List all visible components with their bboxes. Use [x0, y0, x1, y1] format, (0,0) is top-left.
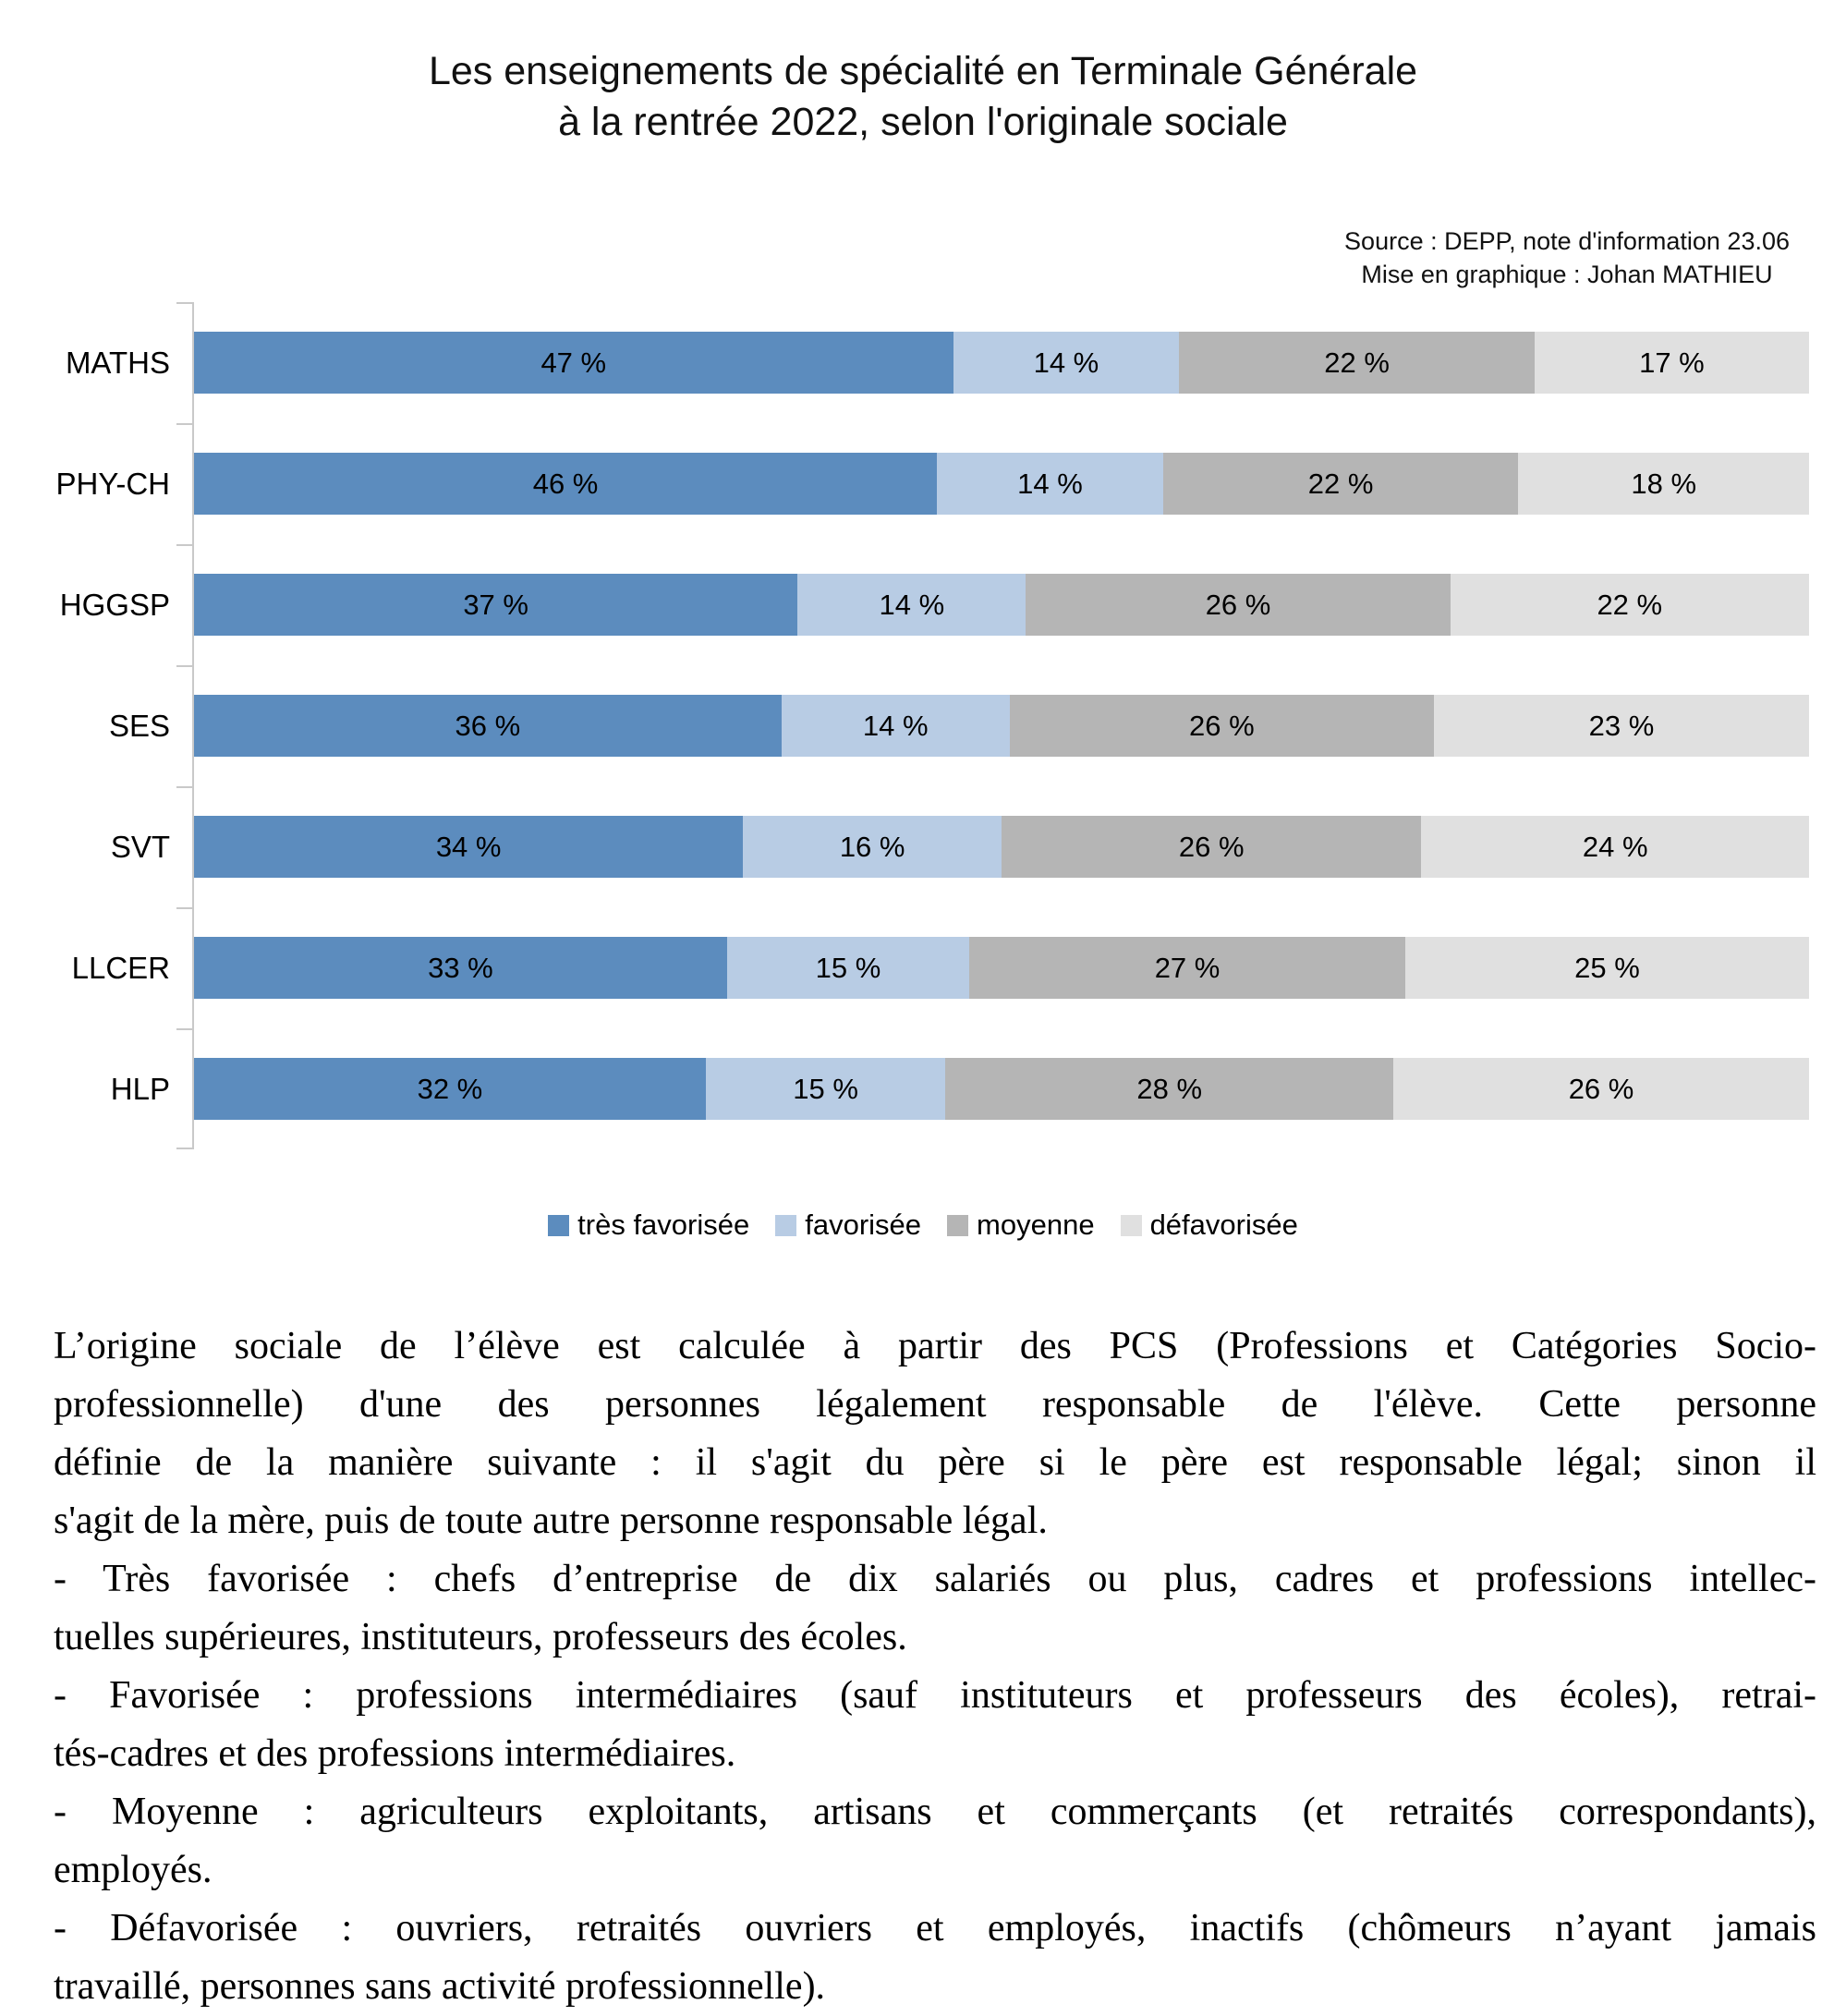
source-note: Source : DEPP, note d'information 23.06 …: [1344, 225, 1790, 291]
bar-row: MATHS 47 % 14 % 22 % 17 %: [66, 302, 1809, 423]
bar-track: 46 % 14 % 22 % 18 %: [194, 453, 1809, 515]
axis-tick: [176, 1148, 192, 1149]
bar-track: 37 % 14 % 26 % 22 %: [194, 574, 1809, 636]
bar-segment-défavorisée: 25 %: [1405, 937, 1809, 999]
bar-segment-défavorisée: 17 %: [1534, 332, 1809, 394]
bar-segment-très-favorisée: 47 %: [194, 332, 953, 394]
bar-segment-défavorisée: 23 %: [1433, 695, 1809, 757]
axis-tick: [176, 1028, 192, 1030]
legend-swatch-icon: [947, 1214, 969, 1236]
bar-segment-moyenne: 22 %: [1162, 453, 1519, 515]
bar-segment-favorisée: 14 %: [953, 332, 1180, 394]
note-line: L’origine sociale de l’élève est calculé…: [54, 1325, 1816, 1367]
note-line: - Moyenne : agriculteurs exploitants, ar…: [54, 1791, 1816, 1833]
bar-segment-défavorisée: 18 %: [1518, 453, 1809, 515]
bar-segment-moyenne: 22 %: [1179, 332, 1535, 394]
bar-segment-défavorisée: 26 %: [1393, 1058, 1810, 1120]
bar-row: PHY-CH 46 % 14 % 22 % 18 %: [56, 423, 1809, 544]
bar-segment-favorisée: 16 %: [743, 816, 1002, 878]
bar-track: 33 % 15 % 27 % 25 %: [194, 937, 1809, 999]
legend-label: moyenne: [977, 1208, 1095, 1241]
axis-tick: [176, 786, 192, 788]
bar-segment-défavorisée: 22 %: [1450, 574, 1809, 636]
bar-track: 32 % 15 % 28 % 26 %: [194, 1058, 1810, 1120]
bar-segment-très-favorisée: 36 %: [194, 695, 782, 757]
bar-row: HLP 32 % 15 % 28 % 26 %: [111, 1028, 1810, 1149]
legend-item: très favorisée: [548, 1208, 749, 1242]
bar-segment-moyenne: 28 %: [945, 1058, 1394, 1120]
page-title-line2: à la rentrée 2022, selon l'originale soc…: [558, 100, 1288, 144]
bar-segment-favorisée: 15 %: [705, 1058, 946, 1120]
legend-label: très favorisée: [577, 1208, 750, 1241]
legend-swatch-icon: [548, 1214, 570, 1236]
bar-segment-très-favorisée: 37 %: [194, 574, 798, 636]
bar-segment-moyenne: 27 %: [969, 937, 1405, 999]
y-axis-line: [192, 302, 194, 1149]
axis-tick: [176, 302, 192, 304]
bar-segment-moyenne: 26 %: [1009, 695, 1434, 757]
source-note-line1: Source : DEPP, note d'information 23.06: [1344, 227, 1790, 255]
legend-item: favorisée: [775, 1208, 921, 1242]
note-line: tés-cadres et des professions intermédia…: [54, 1732, 736, 1775]
category-label: LLCER: [71, 950, 170, 985]
category-label: HLP: [110, 1071, 170, 1106]
note-line: - Défavorisée : ouvriers, retraités ouvr…: [54, 1907, 1816, 1949]
bar-track: 34 % 16 % 26 % 24 %: [194, 816, 1809, 878]
category-label: MATHS: [65, 345, 170, 380]
stacked-bar-chart: MATHS 47 % 14 % 22 % 17 % PHY-CH 46 % 14 % 22 % 1…: [56, 302, 1810, 1149]
note-line: professionnelle) d'une des personnes lég…: [54, 1383, 1816, 1426]
bar-segment-moyenne: 26 %: [1026, 574, 1451, 636]
note-line: définie de la manière suivante : il s'ag…: [54, 1441, 1816, 1484]
page-title-line1: Les enseignements de spécialité en Termi…: [428, 49, 1418, 93]
chart-legend: très favorisée favorisée moyenne défavorisé…: [0, 1208, 1846, 1242]
bar-segment-très-favorisée: 33 %: [194, 937, 727, 999]
note-line: tuelles supérieures, instituteurs, profe…: [54, 1616, 907, 1658]
bar-segment-très-favorisée: 32 %: [194, 1058, 706, 1120]
note-line: employés.: [54, 1849, 213, 1891]
bar-row: SES 36 % 14 % 26 % 23 %: [109, 665, 1809, 786]
bar-segment-favorisée: 14 %: [937, 453, 1163, 515]
axis-tick: [176, 544, 192, 546]
legend-label: favorisée: [805, 1208, 922, 1241]
legend-swatch-icon: [1120, 1214, 1142, 1236]
category-label: SVT: [110, 829, 170, 864]
note-line: - Très favorisée : chefs d’entreprise de…: [54, 1558, 1816, 1600]
bar-row: LLCER 33 % 15 % 27 % 25 %: [72, 907, 1809, 1028]
bar-segment-très-favorisée: 34 %: [194, 816, 744, 878]
bar-track: 36 % 14 % 26 % 23 %: [194, 695, 1809, 757]
note-line: travaillé, personnes sans activité profe…: [54, 1965, 826, 2008]
axis-tick: [176, 665, 192, 667]
note-line: - Favorisée : professions intermédiaires…: [54, 1674, 1816, 1717]
bar-segment-moyenne: 26 %: [1002, 816, 1422, 878]
notes-block: L’origine sociale de l’élève est calculé…: [54, 1318, 1816, 2016]
bar-track: 47 % 14 % 22 % 17 %: [194, 332, 1809, 394]
bar-rows: MATHS 47 % 14 % 22 % 17 % PHY-CH 46 % 14 % 22 % 1…: [56, 302, 1810, 1149]
category-label: PHY-CH: [55, 466, 170, 501]
legend-item: moyenne: [947, 1208, 1095, 1242]
legend-label: défavorisée: [1149, 1208, 1298, 1241]
category-label: HGGSP: [59, 587, 170, 622]
bar-segment-favorisée: 14 %: [797, 574, 1026, 636]
axis-tick: [176, 907, 192, 909]
legend-item: défavorisée: [1120, 1208, 1298, 1242]
category-label: SES: [108, 708, 170, 743]
axis-tick: [176, 423, 192, 425]
bar-segment-très-favorisée: 46 %: [194, 453, 938, 515]
note-line: s'agit de la mère, puis de toute autre p…: [54, 1500, 1048, 1542]
legend-swatch-icon: [775, 1214, 797, 1236]
bar-segment-défavorisée: 24 %: [1421, 816, 1809, 878]
bar-segment-favorisée: 15 %: [726, 937, 970, 999]
bar-row: HGGSP 37 % 14 % 26 % 22 %: [60, 544, 1809, 665]
source-note-line2: Mise en graphique : Johan MATHIEU: [1361, 261, 1773, 288]
page-title: Les enseignements de spécialité en Termi…: [0, 46, 1846, 148]
bar-row: SVT 34 % 16 % 26 % 24 %: [111, 786, 1809, 907]
bar-segment-favorisée: 14 %: [781, 695, 1010, 757]
